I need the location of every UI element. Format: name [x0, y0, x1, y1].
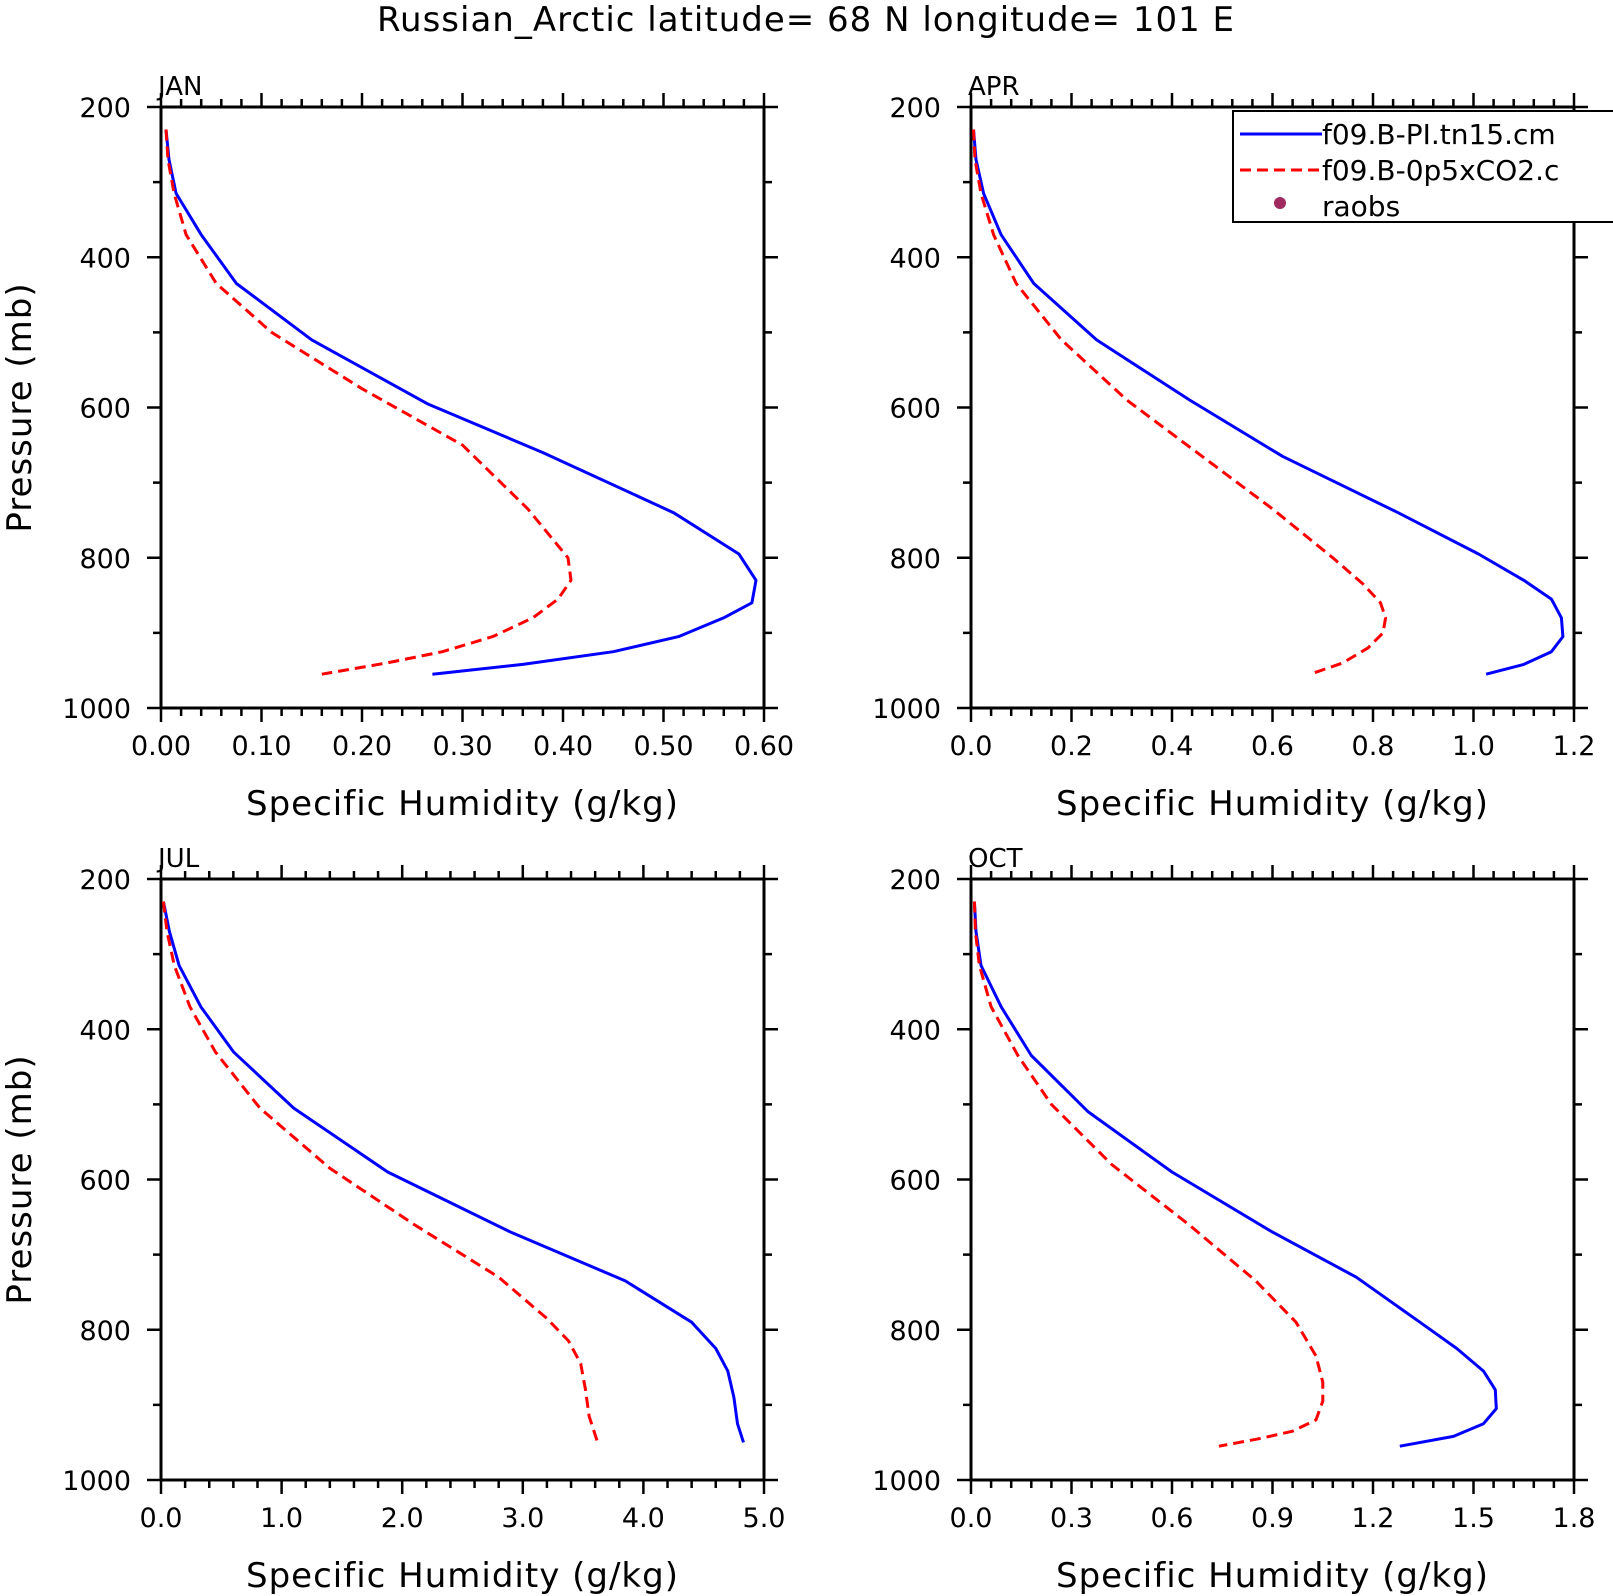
- panel-jul: JUL 0.0 1.0 2.0 3.0 4.0 5.0 200 400 600 800 1000 Spe…: [0, 844, 785, 1596]
- x-axis-title: Specific Humidity (g/kg): [246, 784, 679, 824]
- y-tick-label: 400: [889, 243, 941, 274]
- y-tick-label: 200: [79, 93, 131, 124]
- series-line-f09-b-0p5xco2-c: [972, 129, 1388, 676]
- panel-jan: JAN 0.00 0.10 0.20 0.30 0.40 0.50 0.60 200 400 600…: [0, 72, 794, 824]
- panel-title: JUL: [156, 844, 200, 874]
- x-tick-label: 0.6: [1251, 731, 1294, 762]
- x-tick-label: 0.0: [950, 1503, 993, 1534]
- x-tick-label: 2.0: [381, 1503, 424, 1534]
- y-tick-label: 600: [889, 1166, 941, 1197]
- plot-frame: [159, 877, 766, 1482]
- y-tick-label: 800: [889, 1316, 941, 1347]
- y-tick-label: 200: [889, 93, 941, 124]
- x-tick-label: 0.40: [533, 731, 593, 762]
- x-tick-label: 0.60: [734, 731, 794, 762]
- y-axis-title: Pressure (mb): [0, 1054, 40, 1304]
- panel-oct: OCT 0.0 0.3 0.6 0.9 1.2 1.5 1.8 200 400 600 800 1000…: [872, 844, 1595, 1596]
- panel-title: APR: [968, 72, 1020, 102]
- y-axis-title: Pressure (mb): [0, 282, 40, 532]
- x-tick-label: 0.0: [140, 1503, 183, 1534]
- panel-title: JAN: [156, 72, 202, 102]
- series-line-f09-b-pi-tn15-cm: [161, 901, 745, 1443]
- y-tick-label: 400: [79, 1015, 131, 1046]
- series-line-f09-b-pi-tn15-cm: [164, 129, 758, 676]
- y-tick-label: 1000: [872, 1466, 941, 1497]
- y-tick-label: 1000: [62, 1466, 131, 1497]
- y-tick-label: 600: [79, 1166, 131, 1197]
- panel-title: OCT: [968, 844, 1023, 874]
- x-axis-title: Specific Humidity (g/kg): [1056, 1556, 1489, 1596]
- x-tick-label: 0.50: [633, 731, 693, 762]
- figure-title: Russian_Arctic latitude= 68 N longitude=…: [377, 0, 1235, 40]
- y-tick-label: 1000: [62, 694, 131, 725]
- x-tick-label: 0.8: [1352, 731, 1395, 762]
- x-tick-label: 0.9: [1251, 1503, 1294, 1534]
- x-tick-label: 0.6: [1151, 1503, 1194, 1534]
- series-line-f09-b-0p5xco2-c: [972, 901, 1325, 1448]
- series-line-f09-b-0p5xco2-c: [161, 901, 600, 1443]
- x-tick-label: 0.10: [231, 731, 291, 762]
- x-tick-label: 1.5: [1452, 1503, 1495, 1534]
- x-tick-label: 0.4: [1151, 731, 1194, 762]
- y-tick-label: 1000: [872, 694, 941, 725]
- x-tick-label: 4.0: [622, 1503, 665, 1534]
- panels: JAN 0.00 0.10 0.20 0.30 0.40 0.50 0.60 200 400 600…: [0, 72, 1595, 1596]
- series-line-f09-b-pi-tn15-cm: [972, 129, 1565, 676]
- x-axis-title: Specific Humidity (g/kg): [246, 1556, 679, 1596]
- y-tick-label: 800: [79, 1316, 131, 1347]
- legend-box: [1232, 110, 1613, 223]
- y-tick-label: 200: [889, 865, 941, 896]
- x-tick-label: 1.8: [1553, 1503, 1596, 1534]
- x-tick-label: 1.2: [1553, 731, 1596, 762]
- x-tick-label: 5.0: [743, 1503, 786, 1534]
- plot-frame: [159, 105, 766, 710]
- x-tick-label: 0.0: [950, 731, 993, 762]
- y-tick-label: 600: [889, 394, 941, 425]
- legend-marker: [1274, 197, 1286, 209]
- series-line-f09-b-pi-tn15-cm: [972, 901, 1498, 1448]
- y-tick-label: 800: [889, 544, 941, 575]
- x-tick-label: 0.20: [332, 731, 392, 762]
- y-tick-label: 600: [79, 394, 131, 425]
- x-tick-label: 1.0: [260, 1503, 303, 1534]
- x-tick-label: 1.0: [1452, 731, 1495, 762]
- x-tick-label: 3.0: [501, 1503, 544, 1534]
- y-tick-label: 400: [79, 243, 131, 274]
- legend-label: f09.B-0p5xCO2.c: [1322, 154, 1559, 187]
- series-line-f09-b-0p5xco2-c: [164, 129, 573, 676]
- legend-label: f09.B-PI.tn15.cm: [1322, 118, 1556, 151]
- y-tick-label: 200: [79, 865, 131, 896]
- x-tick-label: 0.3: [1050, 1503, 1093, 1534]
- y-tick-label: 400: [889, 1015, 941, 1046]
- x-axis-title: Specific Humidity (g/kg): [1056, 784, 1489, 824]
- y-tick-label: 800: [79, 544, 131, 575]
- x-tick-label: 1.2: [1352, 1503, 1395, 1534]
- x-tick-label: 0.00: [131, 731, 191, 762]
- panel-apr: APR 0.0 0.2 0.4 0.6 0.8 1.0 1.2 200 400 600 800 1000…: [872, 72, 1595, 824]
- x-tick-label: 0.30: [432, 731, 492, 762]
- x-tick-label: 0.2: [1050, 731, 1093, 762]
- plot-frame: [969, 877, 1576, 1482]
- legend-label: raobs: [1322, 190, 1400, 223]
